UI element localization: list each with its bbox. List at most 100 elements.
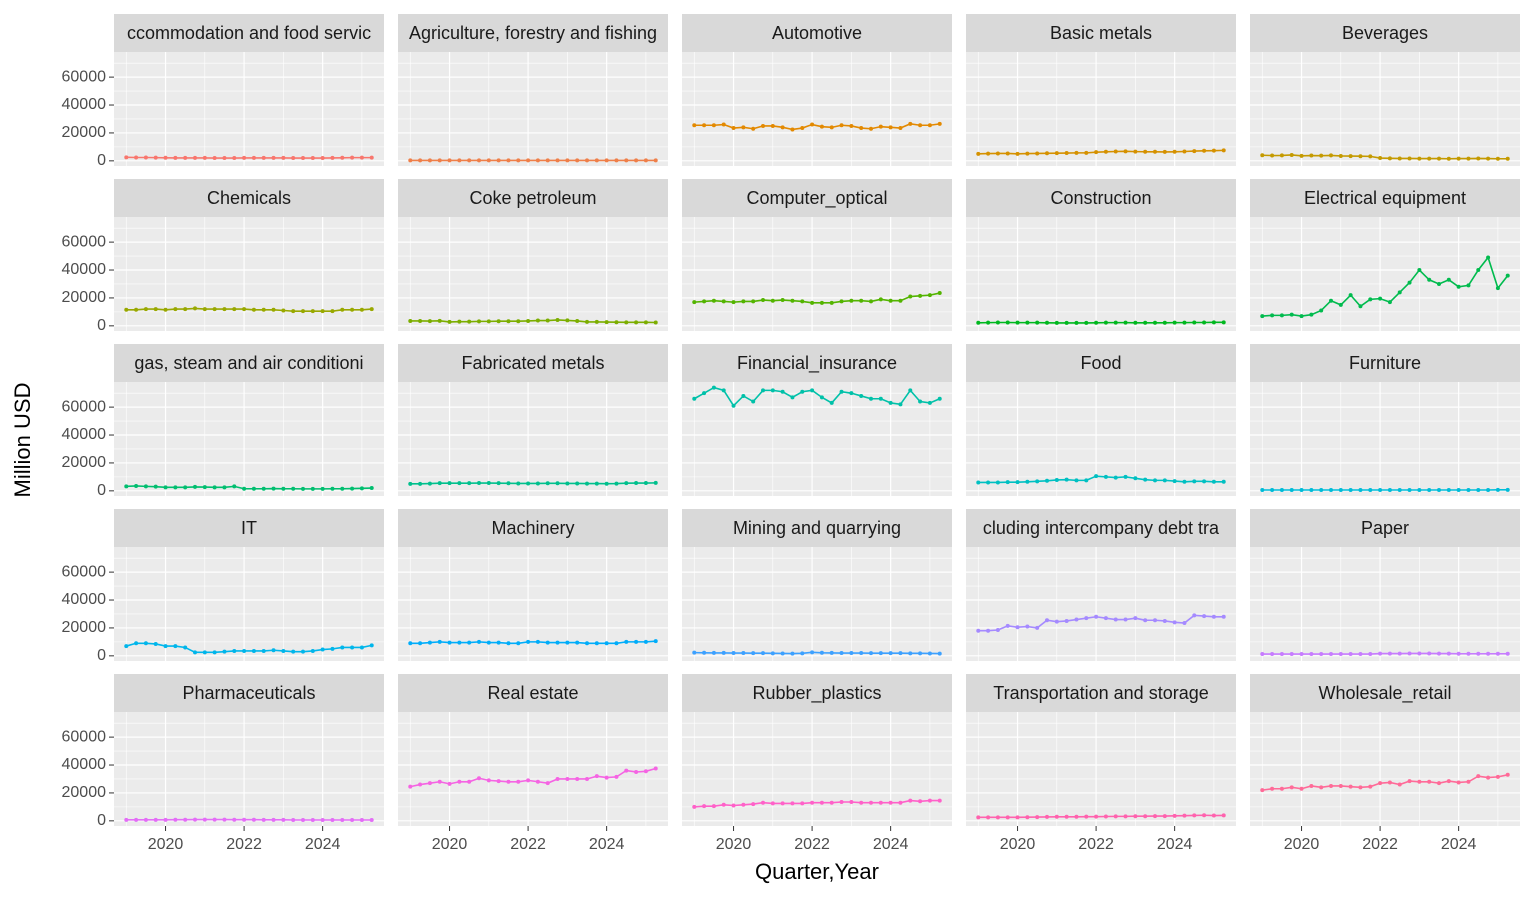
data-point bbox=[976, 152, 980, 156]
data-point bbox=[605, 641, 609, 645]
data-point bbox=[291, 487, 295, 491]
data-point bbox=[928, 799, 932, 803]
data-point bbox=[1486, 255, 1490, 259]
data-point bbox=[820, 651, 824, 655]
data-point bbox=[1104, 150, 1108, 154]
data-point bbox=[1496, 488, 1500, 492]
data-point bbox=[1055, 151, 1059, 155]
data-point bbox=[1358, 652, 1362, 656]
data-point bbox=[252, 487, 256, 491]
data-point bbox=[536, 319, 540, 323]
data-point bbox=[556, 481, 560, 485]
data-point bbox=[193, 650, 197, 654]
data-point bbox=[1486, 488, 1490, 492]
data-point bbox=[1496, 652, 1500, 656]
data-point bbox=[781, 390, 785, 394]
data-point bbox=[908, 799, 912, 803]
data-point bbox=[1457, 488, 1461, 492]
data-point bbox=[232, 818, 236, 822]
data-point bbox=[830, 301, 834, 305]
data-point bbox=[1388, 156, 1392, 160]
x-tick-label: 2022 bbox=[510, 836, 546, 853]
data-point bbox=[898, 651, 902, 655]
data-point bbox=[1124, 618, 1128, 622]
panel: Automotive bbox=[682, 14, 952, 166]
data-point bbox=[1437, 157, 1441, 161]
data-point bbox=[1124, 814, 1128, 818]
data-point bbox=[1074, 618, 1078, 622]
data-point bbox=[1143, 150, 1147, 154]
x-tick-label: 2024 bbox=[305, 836, 341, 853]
data-point bbox=[692, 397, 696, 401]
data-point bbox=[1319, 785, 1323, 789]
data-point bbox=[1173, 321, 1177, 325]
data-point bbox=[741, 299, 745, 303]
data-point bbox=[692, 123, 696, 127]
data-point bbox=[1192, 479, 1196, 483]
data-point bbox=[605, 320, 609, 324]
data-point bbox=[771, 651, 775, 655]
data-point bbox=[556, 641, 560, 645]
y-tick-label: 60000 bbox=[62, 233, 107, 250]
x-tick-label: 2020 bbox=[432, 836, 468, 853]
data-point bbox=[448, 641, 452, 645]
data-point bbox=[1378, 297, 1382, 301]
data-point bbox=[144, 307, 148, 311]
data-point bbox=[732, 300, 736, 304]
x-tick-label: 2020 bbox=[716, 836, 752, 853]
panel-background bbox=[114, 712, 384, 826]
data-point bbox=[477, 776, 481, 780]
data-point bbox=[790, 801, 794, 805]
data-point bbox=[1358, 304, 1362, 308]
data-point bbox=[1202, 813, 1206, 817]
data-point bbox=[585, 320, 589, 324]
data-point bbox=[467, 780, 471, 784]
data-point bbox=[898, 801, 902, 805]
data-point bbox=[272, 487, 276, 491]
data-point bbox=[634, 640, 638, 644]
strip-label: Beverages bbox=[1342, 23, 1428, 43]
data-point bbox=[1163, 321, 1167, 325]
data-point bbox=[1173, 479, 1177, 483]
data-point bbox=[164, 485, 168, 489]
data-point bbox=[1084, 321, 1088, 325]
data-point bbox=[340, 308, 344, 312]
data-point bbox=[252, 156, 256, 160]
data-point bbox=[771, 388, 775, 392]
data-point bbox=[370, 818, 374, 822]
strip-label: ccommodation and food servic bbox=[127, 23, 371, 43]
data-point bbox=[526, 778, 530, 782]
data-point bbox=[781, 651, 785, 655]
data-point bbox=[1124, 475, 1128, 479]
data-point bbox=[262, 487, 266, 491]
data-point bbox=[1368, 154, 1372, 158]
panel: Agriculture, forestry and fishing bbox=[398, 14, 668, 166]
data-point bbox=[418, 783, 422, 787]
data-point bbox=[1290, 313, 1294, 317]
y-tick-label: 20000 bbox=[62, 454, 107, 471]
data-point bbox=[849, 299, 853, 303]
data-point bbox=[232, 649, 236, 653]
strip-label: Construction bbox=[1050, 188, 1151, 208]
strip-label: Agriculture, forestry and fishing bbox=[409, 23, 657, 43]
data-point bbox=[1114, 321, 1118, 325]
data-point bbox=[506, 481, 510, 485]
data-point bbox=[1133, 476, 1137, 480]
data-point bbox=[1466, 488, 1470, 492]
panel-background bbox=[682, 712, 952, 826]
data-point bbox=[506, 319, 510, 323]
data-point bbox=[477, 158, 481, 162]
data-point bbox=[575, 641, 579, 645]
data-point bbox=[291, 156, 295, 160]
data-point bbox=[1427, 780, 1431, 784]
data-point bbox=[1398, 488, 1402, 492]
data-point bbox=[438, 319, 442, 323]
data-point bbox=[311, 818, 315, 822]
series-line bbox=[410, 483, 655, 484]
data-point bbox=[918, 294, 922, 298]
data-point bbox=[840, 651, 844, 655]
data-point bbox=[1163, 619, 1167, 623]
data-point bbox=[193, 156, 197, 160]
data-point bbox=[722, 651, 726, 655]
